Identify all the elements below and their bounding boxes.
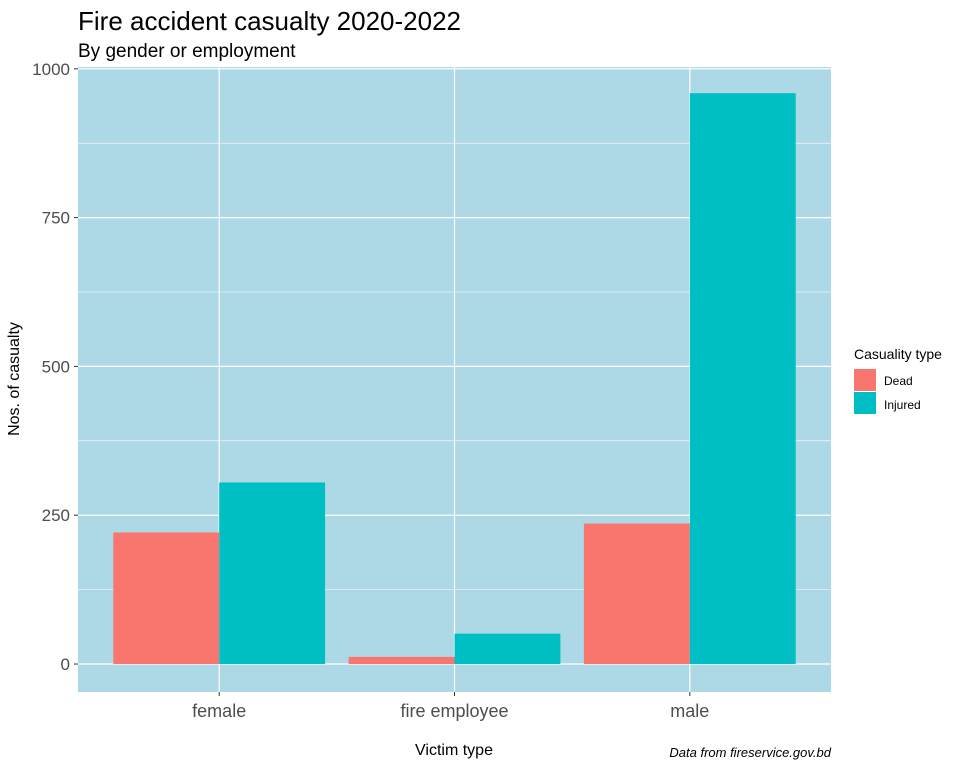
y-tick-label: 750 <box>42 209 70 228</box>
legend-key-injured <box>854 392 876 414</box>
caption: Data from fireservice.gov.bd <box>669 745 831 760</box>
y-axis-label: Nos. of casualty <box>6 322 23 436</box>
legend-title: Casuality type <box>854 346 942 362</box>
x-tick-label: male <box>670 701 709 721</box>
legend: Casuality type Dead Injured <box>854 346 942 414</box>
bars <box>113 93 796 665</box>
y-tick-label: 1000 <box>32 60 70 79</box>
x-tick-label: female <box>192 701 246 721</box>
bar-injured-male <box>689 93 796 665</box>
bar-dead-fire-employee <box>348 656 455 665</box>
y-tick-label: 500 <box>42 357 70 376</box>
y-tick-label: 250 <box>42 506 70 525</box>
legend-key-dead <box>854 369 876 391</box>
bar-dead-male <box>583 523 690 665</box>
bar-dead-female <box>113 532 220 665</box>
x-tick-label: fire employee <box>400 701 508 721</box>
bar-injured-fire-employee <box>454 633 561 665</box>
x-axis: female fire employee male <box>192 692 709 721</box>
chart-title: Fire accident casualty 2020-2022 <box>78 6 461 36</box>
y-tick-label: 0 <box>61 655 70 674</box>
legend-label-dead: Dead <box>884 374 913 388</box>
x-axis-label: Victim type <box>415 742 493 759</box>
chart-subtitle: By gender or employment <box>78 41 296 62</box>
y-axis: 0 250 500 750 1000 <box>32 60 78 674</box>
bar-injured-female <box>219 482 326 665</box>
legend-label-injured: Injured <box>884 398 921 412</box>
